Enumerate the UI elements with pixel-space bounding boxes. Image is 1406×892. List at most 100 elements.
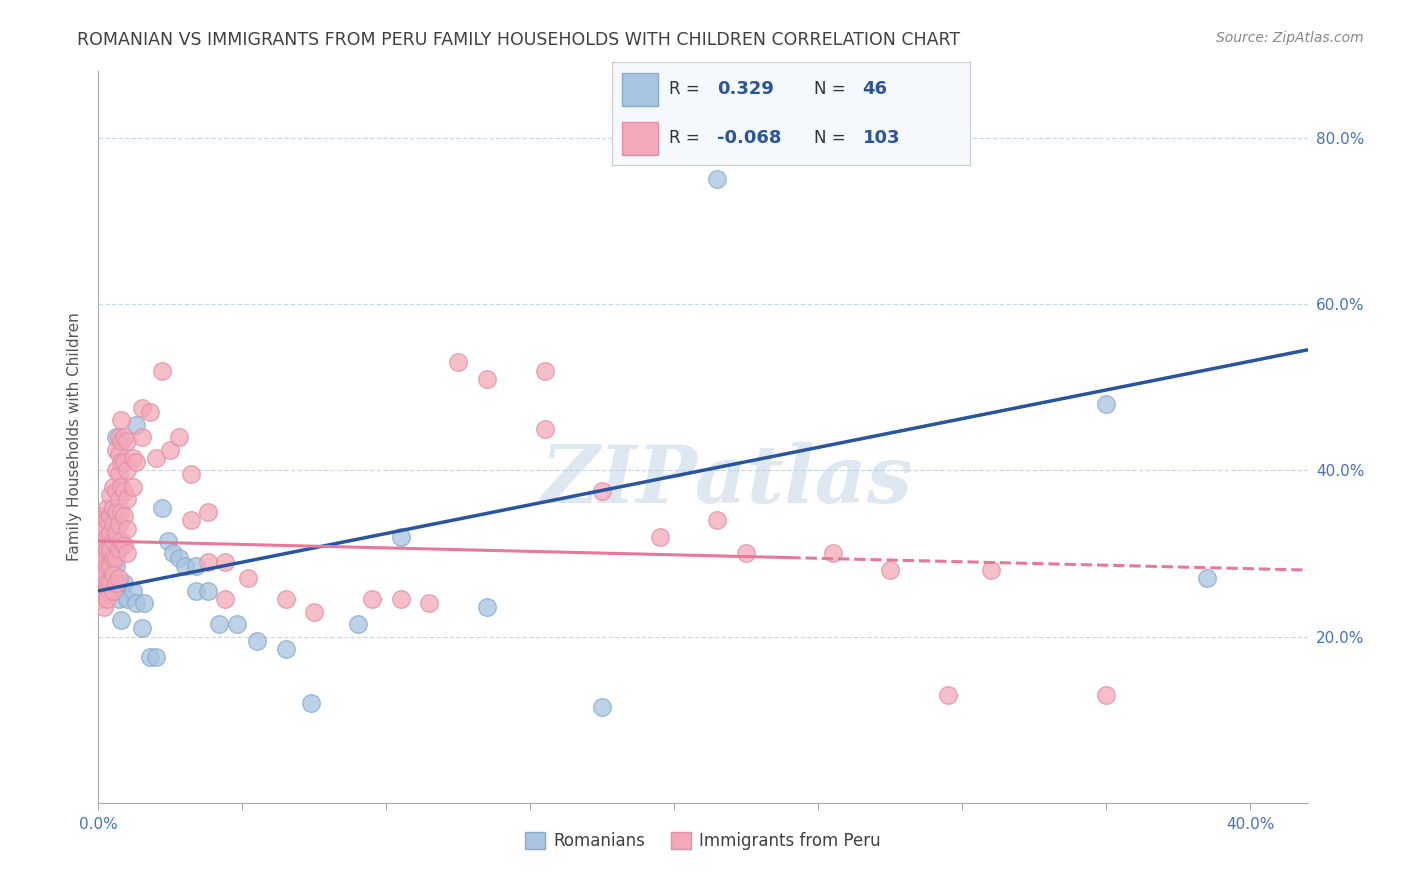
Point	[131, 430, 153, 444]
Point	[735, 546, 758, 560]
Y-axis label: Family Households with Children: Family Households with Children	[67, 313, 83, 561]
Text: N =: N =	[814, 129, 846, 147]
Point	[110, 533, 132, 548]
Point	[107, 467, 129, 482]
Point	[98, 542, 121, 557]
Point	[186, 558, 208, 573]
Point	[93, 583, 115, 598]
Point	[346, 617, 368, 632]
Point	[96, 575, 118, 590]
Point	[304, 605, 326, 619]
Point	[139, 405, 162, 419]
Point	[93, 600, 115, 615]
Point	[107, 575, 129, 590]
Point	[214, 555, 236, 569]
Point	[980, 563, 1002, 577]
Point	[98, 558, 121, 573]
Point	[173, 558, 195, 573]
Point	[186, 583, 208, 598]
Point	[475, 372, 498, 386]
Point	[246, 633, 269, 648]
Point	[821, 546, 844, 560]
Point	[93, 509, 115, 524]
Point	[90, 521, 112, 535]
Point	[150, 500, 173, 515]
Point	[93, 571, 115, 585]
Point	[879, 563, 901, 577]
Point	[236, 571, 259, 585]
Point	[115, 492, 138, 507]
Point	[180, 513, 202, 527]
Point	[90, 592, 112, 607]
Point	[101, 550, 124, 565]
Point	[418, 596, 440, 610]
Text: R =: R =	[669, 129, 700, 147]
Point	[125, 417, 148, 432]
Text: 0.329: 0.329	[717, 80, 775, 98]
Point	[96, 513, 118, 527]
Point	[115, 434, 138, 449]
Point	[98, 509, 121, 524]
Point	[110, 413, 132, 427]
Point	[98, 550, 121, 565]
Point	[96, 558, 118, 573]
Point	[214, 592, 236, 607]
Point	[389, 592, 412, 607]
Point	[706, 172, 728, 186]
Point	[447, 355, 470, 369]
Point	[93, 533, 115, 548]
Point	[110, 505, 132, 519]
Point	[112, 455, 135, 469]
Point	[145, 650, 167, 665]
Point	[93, 521, 115, 535]
Text: R =: R =	[669, 80, 700, 98]
Point	[96, 546, 118, 560]
Point	[112, 509, 135, 524]
Point	[101, 500, 124, 515]
Text: N =: N =	[814, 80, 846, 98]
Text: ROMANIAN VS IMMIGRANTS FROM PERU FAMILY HOUSEHOLDS WITH CHILDREN CORRELATION CHA: ROMANIAN VS IMMIGRANTS FROM PERU FAMILY …	[77, 31, 960, 49]
Point	[115, 546, 138, 560]
Point	[90, 558, 112, 573]
Text: 46: 46	[862, 80, 887, 98]
Point	[112, 538, 135, 552]
FancyBboxPatch shape	[623, 122, 658, 155]
Point	[104, 505, 127, 519]
Point	[96, 592, 118, 607]
Point	[90, 509, 112, 524]
Point	[93, 538, 115, 552]
Point	[134, 596, 156, 610]
Point	[90, 533, 112, 548]
Point	[591, 700, 613, 714]
Point	[110, 580, 132, 594]
Point	[112, 484, 135, 499]
Point	[301, 696, 323, 710]
Point	[115, 521, 138, 535]
Point	[208, 617, 231, 632]
Point	[110, 480, 132, 494]
Point	[96, 530, 118, 544]
Point	[107, 517, 129, 532]
Point	[159, 442, 181, 457]
Point	[101, 533, 124, 548]
Point	[104, 558, 127, 573]
Point	[96, 533, 118, 548]
Point	[96, 500, 118, 515]
Point	[361, 592, 384, 607]
Point	[139, 650, 162, 665]
Point	[96, 542, 118, 557]
Point	[104, 442, 127, 457]
Point	[533, 363, 555, 377]
Text: -0.068: -0.068	[717, 129, 782, 147]
Point	[90, 558, 112, 573]
Point	[107, 492, 129, 507]
Point	[93, 550, 115, 565]
Point	[389, 530, 412, 544]
Point	[112, 430, 135, 444]
Point	[101, 567, 124, 582]
Point	[156, 533, 179, 548]
Point	[648, 530, 671, 544]
Point	[93, 567, 115, 582]
Point	[104, 525, 127, 540]
FancyBboxPatch shape	[623, 73, 658, 105]
